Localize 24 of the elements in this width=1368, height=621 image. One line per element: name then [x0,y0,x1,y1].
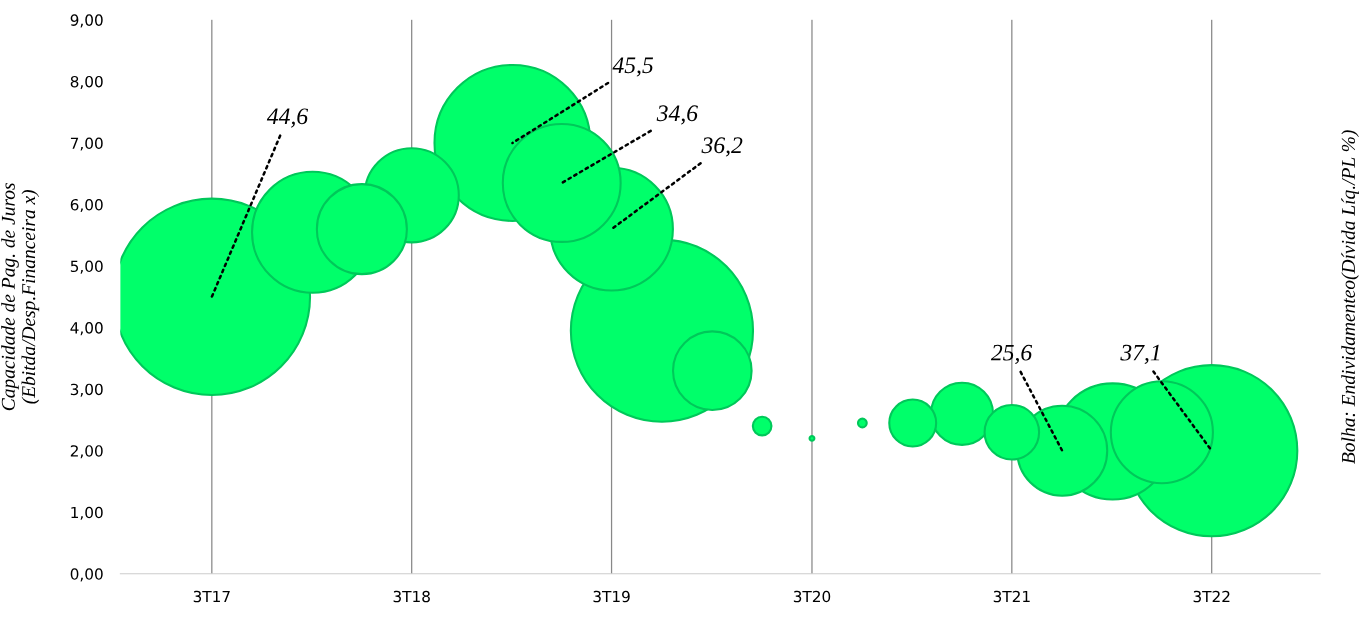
y-tick-label: 7,00 [70,137,103,151]
y-tick-label: 1,00 [71,506,103,520]
annotation: 44,6 [266,108,309,128]
x-tick-label: 3T18 [393,590,430,603]
annotation: 36,2 [701,137,743,157]
y-tick-label: 3,00 [70,383,103,397]
text: Bolha: Endividamenteo(Dívida Líq./PL %) [1341,130,1359,464]
x-tick-label: 3T21 [993,590,1030,603]
annotation: 37,1 [1120,344,1160,364]
y-tick-label: 0,00 [70,568,103,582]
y-tick-label: 2,00 [70,445,103,459]
x-tick-label: 3T17 [193,590,230,603]
y-axis-title: Capacidade de Pag. de Juros (Ebitda/Desp.Financeira x) [1,183,40,411]
x-tick-label: 3T22 [1193,590,1230,603]
y-tick-label: 5,00 [70,260,103,274]
y-tick-label: 6,00 [70,198,103,213]
annotation: 25,6 [990,344,1033,364]
x-tick-label: 3T19 [593,590,630,603]
y-tick-label: 8,00 [70,75,103,89]
x-tick-label: 3T20 [793,590,831,603]
y-tick-label: 9,00 [70,14,103,28]
annotation: 45,5 [612,57,654,77]
y-tick-label: 4,00 [70,322,103,336]
annotation: 34,6 [656,105,698,125]
